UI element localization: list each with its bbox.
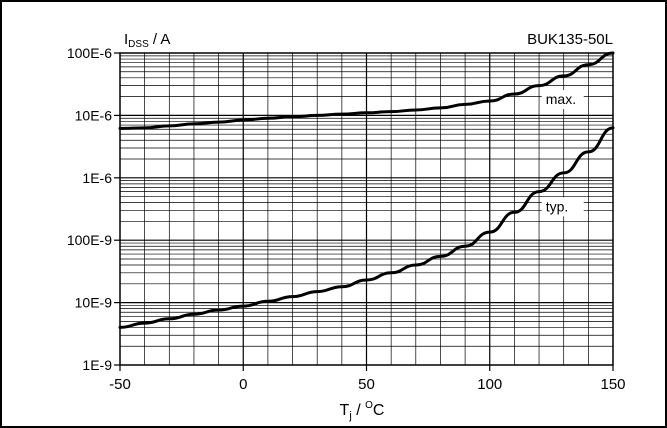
x-tick-label: 100: [477, 376, 502, 393]
labels-layer: max. typ.: [541, 90, 584, 217]
x-tick-label: 50: [358, 376, 375, 393]
y-tick-label: 1E-6: [82, 170, 112, 186]
y-axis-label: IDSS / A: [124, 31, 170, 50]
x-axis-label: Tj / OC: [340, 400, 385, 422]
annotation-box: [541, 90, 584, 110]
series-line-max: [118, 51, 615, 130]
x-tick-label: 150: [600, 376, 625, 393]
annotation-max-label: max.: [546, 91, 576, 107]
y-tick-label: 100E-9: [67, 232, 112, 248]
axes: -50 0 50 100 150 1E-9 10E-9 100E-9 1E-6 10E-6 100E…: [67, 45, 626, 393]
part-number-label: BUK135-50L: [527, 31, 613, 48]
x-tick-label: -50: [109, 376, 131, 393]
annotation-box: [541, 197, 584, 217]
series-layer: [118, 51, 615, 329]
x-tick-label: 0: [239, 376, 247, 393]
grid: [120, 53, 613, 365]
y-tick-label: 100E-6: [67, 45, 112, 61]
y-tick-label: 1E-9: [82, 357, 112, 373]
y-tick-label: 10E-9: [75, 295, 113, 311]
y-tick-label: 10E-6: [75, 107, 113, 123]
annotation-typ-label: typ.: [546, 198, 569, 214]
series-line-typ: [118, 126, 615, 329]
